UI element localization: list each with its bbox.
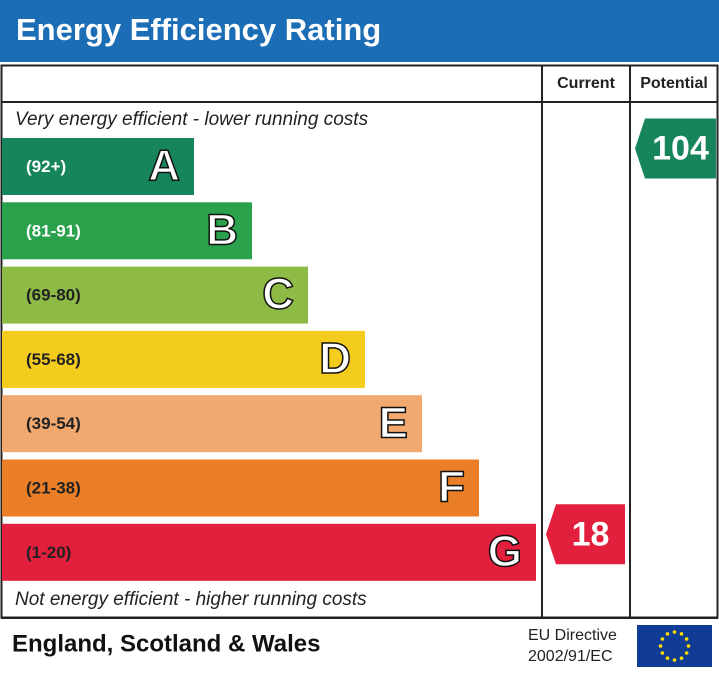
- title: Energy Efficiency Rating: [16, 12, 381, 47]
- band-bar: [2, 523, 536, 581]
- star: [679, 656, 684, 660]
- star: [665, 656, 670, 660]
- band-bar: [2, 202, 252, 260]
- directive-line: EU Directive: [528, 627, 617, 644]
- current-value: 18: [572, 515, 610, 553]
- top-note: Very energy efficient - lower running co…: [15, 109, 369, 130]
- band-bar: [2, 138, 194, 195]
- band-range: (39-54): [26, 414, 81, 433]
- band-range: (1-20): [26, 543, 71, 562]
- directive-line: 2002/91/EC: [528, 648, 613, 665]
- potential-value: 104: [652, 129, 709, 167]
- band-letter: G: [488, 527, 522, 576]
- band-bar: [2, 330, 365, 388]
- star: [660, 651, 665, 655]
- star: [672, 630, 677, 634]
- band-range: (21-38): [26, 478, 81, 497]
- band-range: (69-80): [26, 286, 81, 305]
- header-bar: [0, 0, 719, 62]
- band-letter: D: [319, 334, 351, 383]
- band-letter: A: [148, 141, 180, 190]
- band-letter: F: [438, 463, 465, 512]
- star: [686, 644, 691, 648]
- band-range: (81-91): [26, 221, 81, 240]
- current-header: Current: [557, 75, 615, 92]
- potential-badge: [635, 118, 716, 179]
- star: [665, 632, 670, 636]
- band-bar: [2, 395, 422, 453]
- star: [660, 637, 665, 641]
- footer-region: England, Scotland & Wales: [12, 630, 320, 657]
- band-range: (55-68): [26, 350, 81, 369]
- star: [679, 632, 684, 636]
- star: [672, 658, 677, 662]
- eu-stars: [658, 630, 691, 662]
- band-letter: B: [206, 205, 238, 254]
- band-bar: [2, 459, 479, 517]
- star: [684, 637, 689, 641]
- star: [658, 644, 663, 648]
- band-bar: [2, 266, 308, 324]
- current-badge: [546, 504, 625, 565]
- potential-header: Potential: [640, 75, 708, 92]
- star: [684, 651, 689, 655]
- band-letter: E: [379, 398, 408, 447]
- band-range: (92+): [26, 157, 66, 176]
- bottom-note: Not energy efficient - higher running co…: [15, 589, 367, 610]
- band-letter: C: [262, 270, 294, 319]
